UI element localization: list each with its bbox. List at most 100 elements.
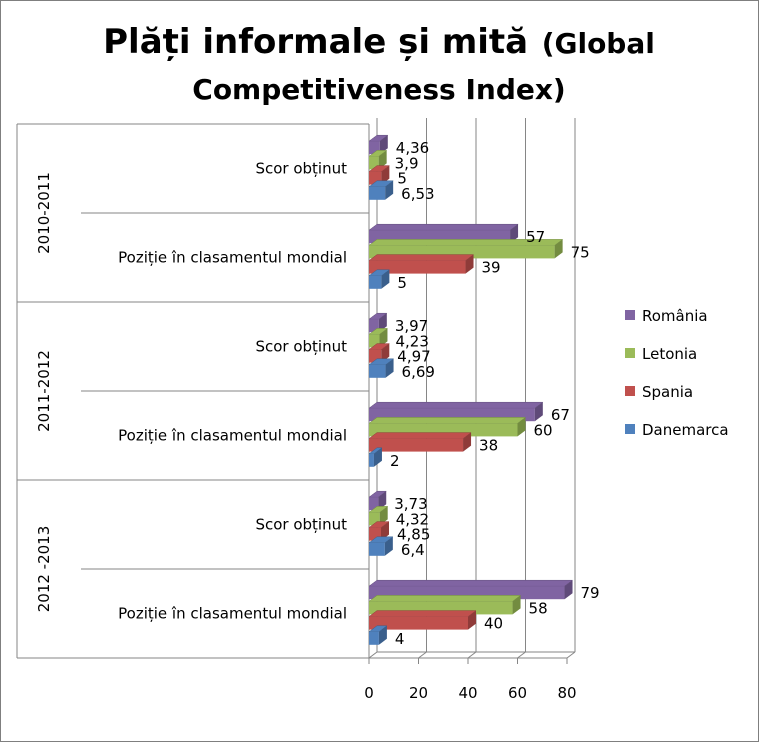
bar-side-face bbox=[468, 610, 476, 630]
data-label: 39 bbox=[482, 259, 501, 277]
data-label: 4,23 bbox=[395, 332, 428, 350]
data-label: 6,53 bbox=[401, 185, 434, 203]
bar bbox=[368, 506, 389, 526]
bar bbox=[368, 134, 389, 155]
bar-side-face bbox=[512, 595, 521, 615]
bar bbox=[368, 254, 475, 274]
data-label: 67 bbox=[551, 406, 570, 424]
gridlines bbox=[368, 118, 576, 659]
data-label: 75 bbox=[571, 243, 590, 261]
category-label: Poziție în clasamentul mondial bbox=[118, 605, 347, 623]
bar-front-face bbox=[369, 438, 464, 452]
data-label: 4,32 bbox=[396, 510, 429, 528]
bar bbox=[368, 536, 394, 556]
gridline-floor bbox=[566, 651, 576, 659]
data-label: 3,97 bbox=[395, 317, 428, 335]
category-label: Poziție în clasamentul mondial bbox=[118, 249, 347, 267]
bar-side-face bbox=[379, 506, 388, 526]
legend-label: România bbox=[642, 307, 708, 325]
bar-side-face bbox=[381, 165, 390, 185]
bar-side-face bbox=[564, 580, 573, 600]
axes: 0 20 40 60 80 bbox=[364, 124, 577, 702]
bar bbox=[368, 610, 477, 630]
bar-front-face bbox=[369, 616, 468, 630]
bar bbox=[368, 269, 391, 289]
group-label: 2012 -2013 bbox=[35, 526, 53, 613]
bar-side-face bbox=[381, 343, 390, 363]
legend-item: Spania bbox=[625, 383, 693, 401]
category-labels: 2010-2011 Scor obținut Poziție în clasamen… bbox=[16, 123, 369, 659]
bar bbox=[368, 447, 383, 467]
bar-side-face bbox=[378, 491, 387, 511]
data-label: 58 bbox=[529, 599, 548, 617]
bar-side-face bbox=[534, 402, 543, 422]
data-label: 4,97 bbox=[397, 348, 430, 366]
legend-swatch bbox=[625, 386, 635, 396]
bar bbox=[368, 343, 391, 363]
bar-front-face bbox=[369, 141, 380, 155]
bar bbox=[368, 312, 388, 333]
legend-label: Letonia bbox=[642, 345, 697, 363]
bar-side-face bbox=[381, 269, 390, 289]
bar-front-face bbox=[369, 275, 382, 289]
bar-front-face bbox=[369, 364, 386, 378]
data-label: 3,73 bbox=[394, 495, 427, 513]
x-tick-label: 60 bbox=[508, 684, 527, 702]
bar bbox=[368, 180, 394, 200]
data-labels: 4,363,956,5357753953,974,234,976,6967603… bbox=[390, 139, 600, 648]
bar bbox=[368, 165, 391, 185]
gridline-floor bbox=[418, 651, 427, 659]
bar-top-face bbox=[368, 401, 544, 409]
data-label: 6,4 bbox=[401, 541, 425, 559]
bar-top-face bbox=[368, 254, 475, 261]
x-tick-label: 0 bbox=[364, 684, 374, 702]
data-label: 40 bbox=[484, 615, 503, 633]
data-label: 2 bbox=[390, 452, 400, 470]
bar-side-face bbox=[379, 328, 388, 348]
data-label: 79 bbox=[581, 584, 600, 602]
data-label: 57 bbox=[526, 228, 545, 246]
category-label: Scor obținut bbox=[255, 338, 347, 356]
legend-swatch bbox=[625, 348, 635, 358]
data-label: 4,36 bbox=[396, 139, 429, 157]
bar-front-face bbox=[369, 319, 379, 333]
bar-front-face bbox=[369, 453, 374, 467]
category-label: Poziție în clasamentul mondial bbox=[118, 427, 347, 445]
bar-side-face bbox=[554, 239, 563, 259]
bar-top-face bbox=[368, 223, 519, 231]
category-label: Scor obținut bbox=[255, 160, 347, 178]
bar-side-face bbox=[378, 313, 387, 333]
bar-side-face bbox=[378, 150, 387, 170]
bar-front-face bbox=[369, 512, 380, 526]
bar-front-face bbox=[369, 497, 379, 511]
bar-side-face bbox=[384, 536, 393, 556]
data-label: 60 bbox=[534, 421, 553, 439]
legend-label: Danemarca bbox=[642, 421, 729, 439]
bar-side-face bbox=[379, 135, 388, 155]
data-label: 5 bbox=[397, 170, 407, 188]
bar bbox=[368, 328, 389, 348]
legend-swatch bbox=[625, 310, 635, 320]
bar bbox=[368, 625, 388, 645]
bars bbox=[368, 134, 574, 645]
chart-title-line1-suffix: (Global bbox=[542, 27, 655, 60]
bar-front-face bbox=[369, 631, 379, 645]
bar-top-face bbox=[368, 432, 472, 439]
group-label: 2011-2012 bbox=[35, 350, 53, 432]
category-label: Scor obținut bbox=[255, 516, 347, 534]
legend: România Letonia Spania Danemarca bbox=[625, 307, 729, 439]
bar bbox=[368, 358, 395, 378]
data-label: 3,9 bbox=[395, 154, 419, 172]
data-label: 4,85 bbox=[397, 526, 430, 544]
data-label: 6,69 bbox=[402, 363, 435, 381]
bar-side-face bbox=[517, 417, 526, 437]
chart-title-line2: Competitiveness Index) bbox=[192, 73, 565, 106]
bar-side-face bbox=[378, 625, 387, 645]
bar-front-face bbox=[369, 260, 466, 274]
bar bbox=[368, 521, 390, 541]
bar-side-face bbox=[385, 358, 394, 378]
bar-front-face bbox=[369, 334, 380, 348]
data-label: 38 bbox=[479, 437, 498, 455]
